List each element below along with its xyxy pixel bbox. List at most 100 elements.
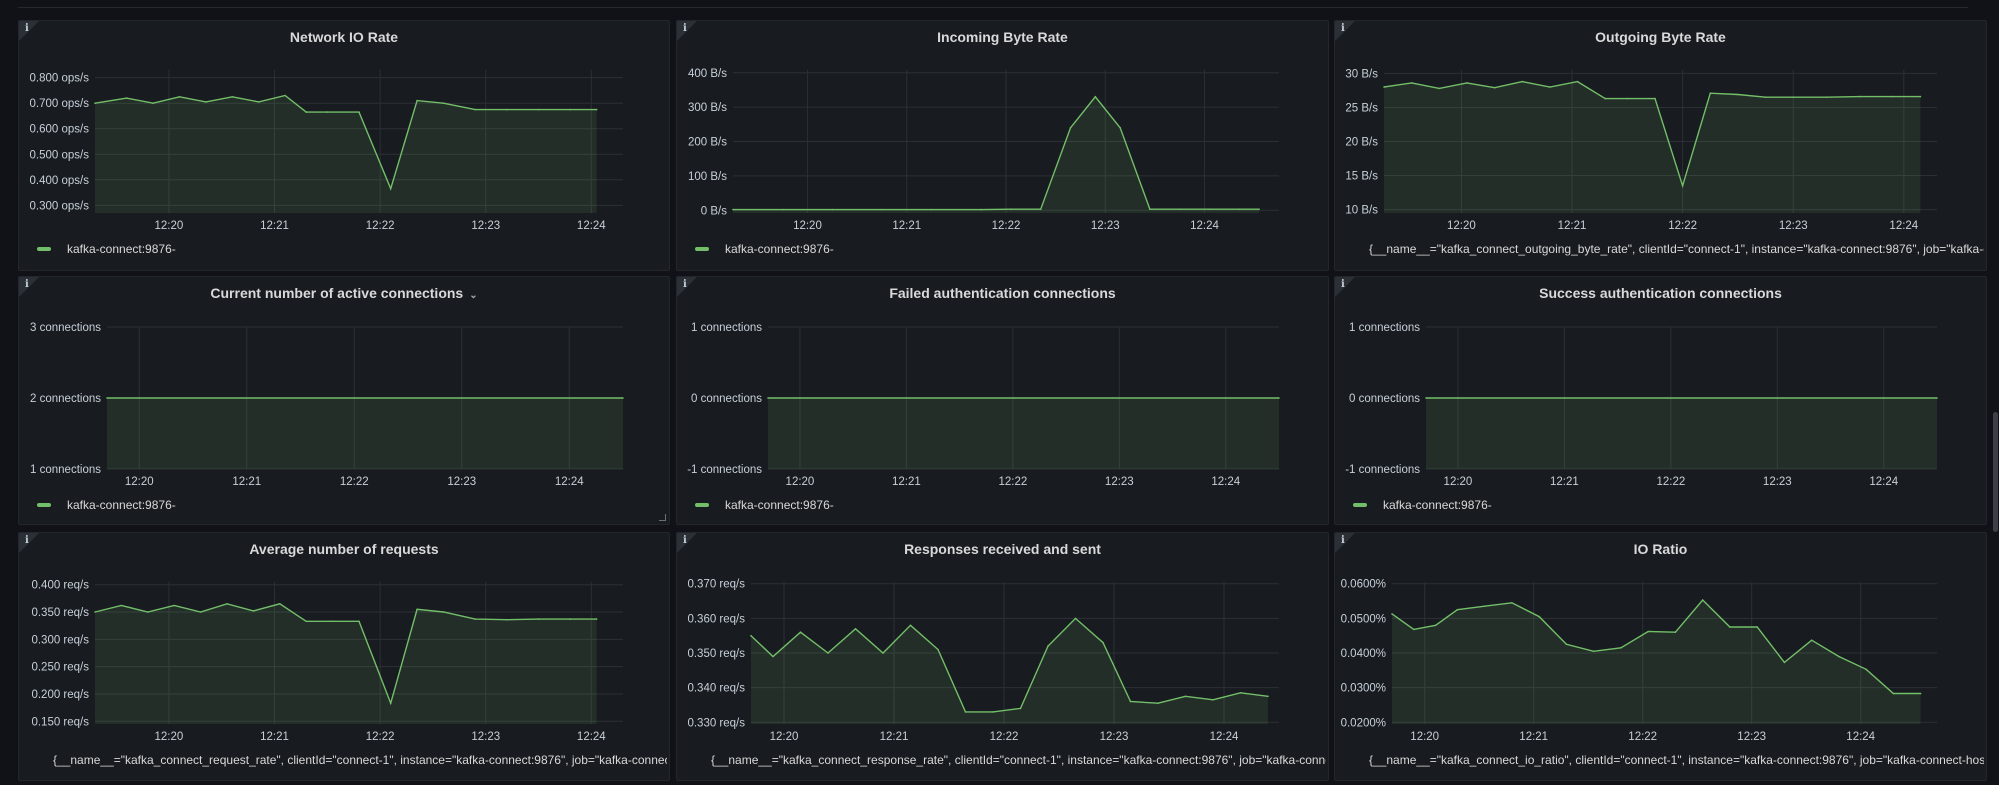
data-point (199, 611, 202, 613)
legend-item[interactable]: {__name__="kafka_connect_response_rate",… (695, 753, 1326, 767)
series-line (1383, 80, 1921, 189)
panel-info-icon[interactable] (19, 21, 39, 41)
data-point (1538, 615, 1540, 618)
data-point (1810, 639, 1813, 641)
legend-item[interactable]: kafka-connect:9876- (1353, 498, 1984, 512)
data-point (205, 101, 207, 103)
x-tick-label: 12:20 (793, 220, 822, 232)
panel-title-text: Incoming Byte Rate (937, 29, 1068, 45)
panel-info-icon[interactable] (1335, 21, 1355, 41)
panel-outgoing-byte-rate[interactable]: i Outgoing Byte Rate 30 B/s 25 B/s 20 B/s 15 … (1334, 20, 1987, 271)
data-point (474, 108, 477, 111)
x-tick-label: 12:21 (1558, 220, 1587, 232)
panel-title-text: Outgoing Byte Rate (1595, 29, 1726, 45)
legend-item[interactable]: {__name__="kafka_connect_outgoing_byte_r… (1353, 242, 1984, 256)
data-point (1208, 208, 1211, 210)
data-point (1701, 599, 1704, 601)
info-glyph-icon: i (683, 535, 687, 546)
panel-title[interactable]: Incoming Byte Rate (677, 29, 1328, 45)
x-tick-label: 12:23 (1105, 476, 1134, 488)
x-tick-label: 12:24 (1889, 220, 1918, 232)
y-tick-label: 25 B/s (1345, 102, 1378, 114)
panel-average-number-of-requests[interactable]: i Average number of requests 0.400 req/s 0.… (18, 532, 670, 781)
line-chart: 3 connections 2 connections 1 connections 1… (30, 322, 624, 488)
resize-handle-icon[interactable] (659, 514, 666, 521)
legend-swatch-icon (1353, 503, 1367, 507)
data-point (125, 97, 128, 99)
panel-info-icon[interactable] (677, 277, 697, 297)
panel-incoming-byte-rate[interactable]: i Incoming Byte Rate 400 B/s 300 B/s 200 B/s… (676, 20, 1329, 271)
legend-item[interactable]: kafka-connect:9876- (695, 242, 1326, 256)
page-scrollbar[interactable] (1993, 412, 1998, 532)
data-point (279, 603, 281, 605)
series-area (751, 618, 1268, 724)
y-tick-label: 0 B/s (701, 205, 727, 217)
panel-network-io-rate[interactable]: i Network IO Rate 0.800 ops/s 0.700 ops/s 0.… (18, 20, 670, 271)
data-point (1129, 700, 1132, 703)
data-point (1626, 97, 1629, 100)
panel-info-icon[interactable] (1335, 533, 1355, 553)
panel-io-ratio[interactable]: i IO Ratio 0.0600% 0.0500% 0.0400% 0.0300% 0.0… (1334, 532, 1987, 781)
legend-item[interactable]: kafka-connect:9876- (37, 498, 667, 512)
data-point (1919, 692, 1922, 695)
series-line (750, 617, 1269, 713)
x-tick-label: 12:22 (1656, 476, 1685, 488)
panel-title[interactable]: Average number of requests (19, 541, 669, 557)
x-tick-label: 12:20 (125, 476, 154, 488)
panel-title[interactable]: Outgoing Byte Rate (1335, 29, 1986, 45)
panel-title[interactable]: Success authentication connections (1335, 285, 1986, 301)
panel-title[interactable]: Network IO Rate (19, 29, 669, 45)
legend-item[interactable]: kafka-connect:9876- (695, 498, 1326, 512)
data-point (882, 652, 884, 654)
data-point (252, 610, 255, 612)
data-point (1212, 699, 1214, 701)
panel-title[interactable]: Responses received and sent (677, 541, 1328, 557)
x-tick-label: 12:20 (1444, 476, 1473, 488)
data-point (1239, 692, 1242, 694)
data-point (1157, 702, 1159, 704)
info-glyph-icon: i (683, 23, 687, 34)
x-tick-label: 12:24 (577, 220, 606, 232)
y-tick-label: 3 connections (30, 322, 101, 334)
y-tick-label: 30 B/s (1345, 68, 1378, 80)
panel-title[interactable]: Current number of active connections ⌄ (19, 285, 669, 301)
panel-info-icon[interactable] (677, 533, 697, 553)
panel-responses-received-and-sent[interactable]: i Responses received and sent 0.370 req/s 0… (676, 532, 1329, 781)
legend-label: {__name__="kafka_connect_request_rate", … (53, 753, 667, 767)
x-tick-label: 12:22 (340, 476, 369, 488)
panel-info-icon[interactable] (19, 277, 39, 297)
line-chart: 0.0600% 0.0500% 0.0400% 0.0300% 0.0200% 12:20… (1341, 579, 1937, 743)
data-point (1010, 208, 1012, 210)
data-point (772, 655, 774, 658)
series-area (95, 603, 597, 724)
data-point (1565, 643, 1568, 646)
data-point (1438, 87, 1441, 90)
legend-label: kafka-connect:9876- (67, 498, 176, 512)
chevron-down-icon[interactable]: ⌄ (469, 290, 478, 301)
y-tick-label: 0.0600% (1341, 579, 1386, 591)
y-tick-label: -1 connections (1345, 464, 1420, 476)
data-point (1783, 661, 1786, 664)
data-point (1919, 95, 1922, 98)
panel-current-number-of-active-connections[interactable]: i Current number of active connections ⌄ 3 … (18, 276, 670, 525)
panel-title[interactable]: IO Ratio (1335, 541, 1986, 557)
panel-title[interactable]: Failed authentication connections (677, 285, 1328, 301)
legend-item[interactable]: {__name__="kafka_connect_io_ratio", clie… (1353, 753, 1984, 767)
data-point (1756, 626, 1758, 628)
data-point (595, 108, 598, 111)
legend-item[interactable]: kafka-connect:9876- (37, 242, 667, 256)
panel-info-icon[interactable] (677, 21, 697, 41)
y-tick-label: 0.0200% (1341, 717, 1386, 729)
data-point (1119, 127, 1121, 129)
y-tick-label: 200 B/s (688, 137, 727, 149)
data-point (799, 631, 802, 633)
y-tick-label: 0.400 req/s (31, 580, 89, 592)
panel-failed-authentication-connections[interactable]: i Failed authentication connections 1 conn… (676, 276, 1329, 525)
data-point (569, 108, 571, 111)
data-point (595, 618, 598, 620)
panel-info-icon[interactable] (19, 533, 39, 553)
y-tick-label: 0.350 req/s (31, 607, 89, 619)
panel-info-icon[interactable] (1335, 277, 1355, 297)
legend-item[interactable]: {__name__="kafka_connect_request_rate", … (37, 753, 667, 767)
panel-success-authentication-connections[interactable]: i Success authentication connections 1 con… (1334, 276, 1987, 525)
